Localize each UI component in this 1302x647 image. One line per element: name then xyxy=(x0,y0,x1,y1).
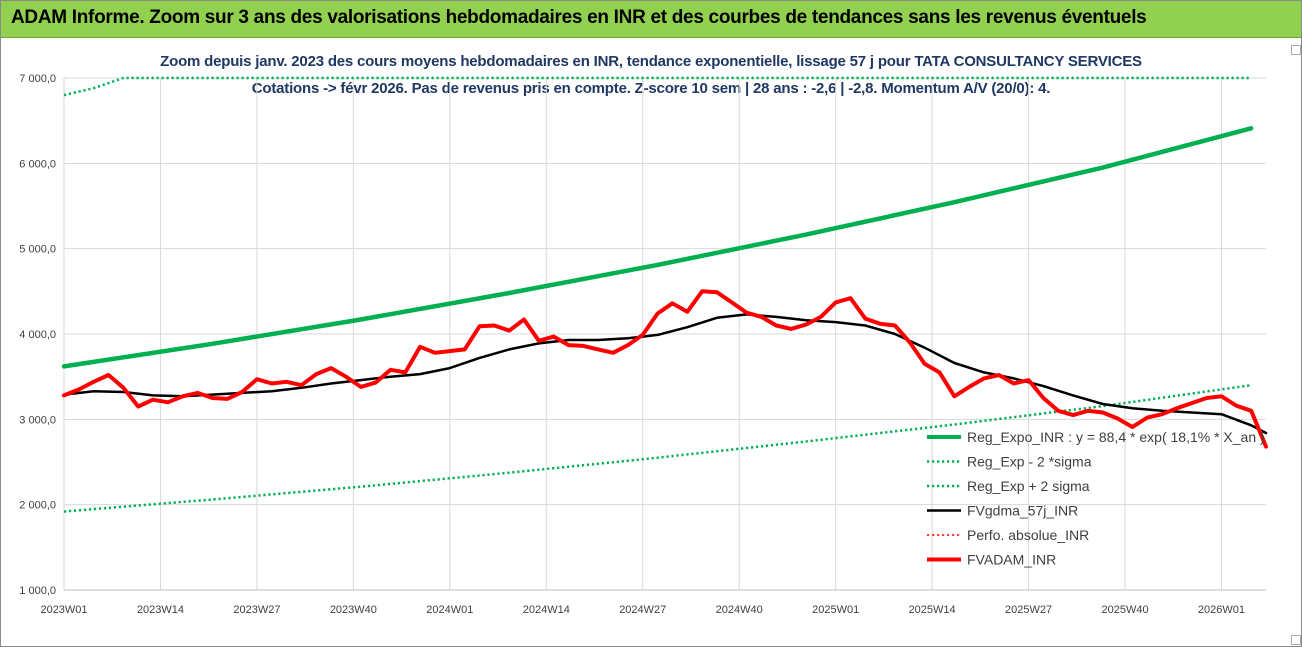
page-title: ADAM Informe. Zoom sur 3 ans des valoris… xyxy=(11,7,1147,28)
header-bar: ADAM Informe. Zoom sur 3 ans des valoris… xyxy=(1,1,1301,38)
x-tick-label: 2023W14 xyxy=(137,604,184,616)
x-tick-label: 2025W27 xyxy=(1005,604,1052,616)
resize-handle-bottom-right[interactable] xyxy=(1291,635,1301,645)
series-line-1 xyxy=(63,383,1252,513)
y-tick-label: 5 000,0 xyxy=(19,244,56,256)
resize-handle-top-right[interactable] xyxy=(1291,45,1301,55)
series-line-2 xyxy=(63,76,1252,97)
x-tick-label: 2026W01 xyxy=(1198,604,1245,616)
x-tick-label: 2024W01 xyxy=(426,604,473,616)
x-tick-label: 2025W01 xyxy=(812,604,859,616)
x-tick-label: 2025W40 xyxy=(1101,604,1148,616)
x-tick-label: 2025W14 xyxy=(909,604,956,616)
x-tick-label: 2023W40 xyxy=(330,604,377,616)
legend-label-5: FVADAM_INR xyxy=(967,552,1056,568)
x-tick-label: 2024W27 xyxy=(619,604,666,616)
x-tick-label: 2023W01 xyxy=(40,604,87,616)
y-tick-label: 2 000,0 xyxy=(19,500,56,512)
chart-title-line-1: Zoom depuis janv. 2023 des cours moyens … xyxy=(160,53,1142,70)
series-line-0 xyxy=(61,126,1254,369)
x-tick-label: 2024W14 xyxy=(523,604,570,616)
legend-label-1: Reg_Exp - 2 *sigma xyxy=(967,454,1092,470)
series-line-5 xyxy=(62,289,1268,449)
y-tick-label: 6 000,0 xyxy=(19,158,56,170)
x-tick-label: 2024W40 xyxy=(716,604,763,616)
series-line-3 xyxy=(62,313,1268,435)
y-tick-label: 3 000,0 xyxy=(19,414,56,426)
legend-label-2: Reg_Exp + 2 sigma xyxy=(967,478,1090,494)
y-tick-label: 4 000,0 xyxy=(19,329,56,341)
chart-title-line-2: Cotations -> févr 2026. Pas de revenus p… xyxy=(251,80,1051,97)
y-tick-label: 1 000,0 xyxy=(19,585,56,597)
legend-label-0: Reg_Expo_INR : y = 88,4 * exp( 18,1% * X… xyxy=(967,429,1265,445)
y-tick-label: 7 000,0 xyxy=(19,73,56,85)
legend-label-4: Perfo. absolue_INR xyxy=(967,527,1089,543)
x-tick-label: 2023W27 xyxy=(233,604,280,616)
legend-label-3: FVgdma_57j_INR xyxy=(967,503,1078,519)
